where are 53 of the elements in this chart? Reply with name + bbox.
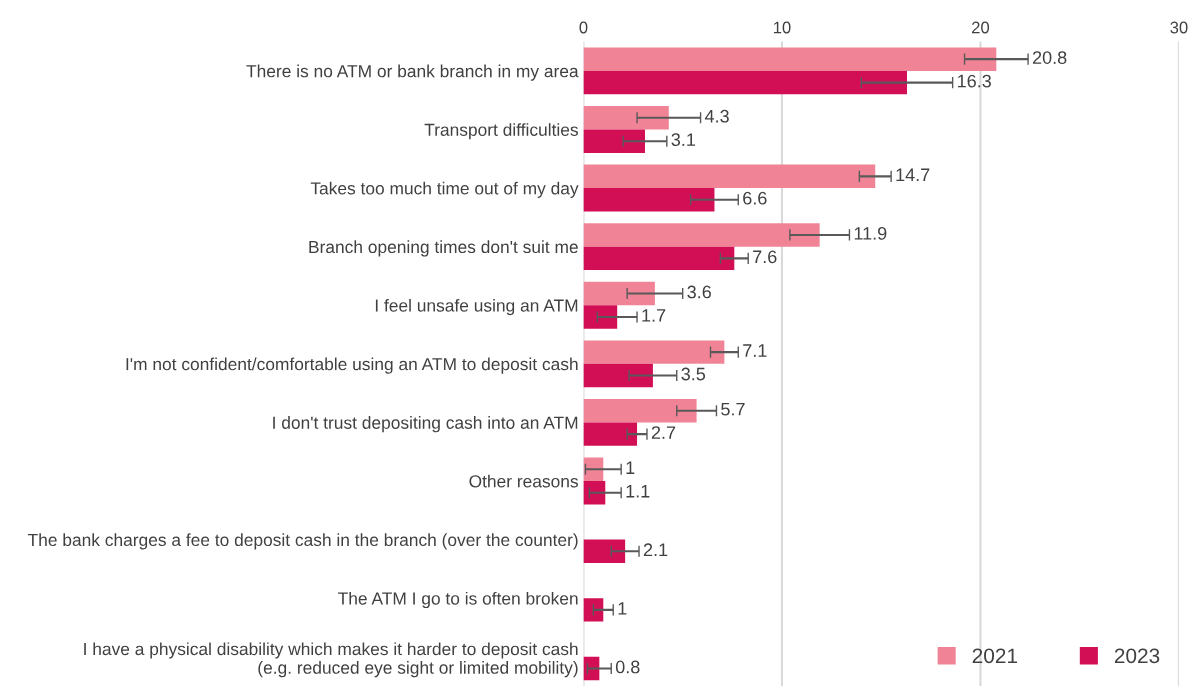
bar	[583, 246, 735, 271]
data-label: 7.6	[753, 250, 777, 264]
data-label: 7.1	[743, 344, 767, 357]
x-tick-label: 20	[972, 21, 990, 34]
bar	[583, 129, 645, 153]
bar	[583, 164, 876, 189]
bar	[583, 598, 604, 622]
legend-label: 2021	[972, 648, 1017, 664]
data-label: 20.8	[1032, 51, 1067, 64]
x-tick-label: 0	[579, 21, 588, 34]
data-label: 4.3	[704, 109, 729, 123]
y-tick-label: Transport difficulties	[424, 123, 578, 140]
y-tick-label: I don't trust depositing cash into an ATM	[273, 416, 578, 433]
data-label: 1	[626, 461, 635, 474]
y-tick-label: Other reasons	[469, 474, 578, 488]
y-tick-label: Branch opening times don't suit me	[309, 240, 578, 257]
data-label: 5.7	[721, 402, 745, 416]
data-label: 16.3	[958, 74, 991, 88]
y-tick-label: Takes too much time out of my day	[310, 181, 579, 198]
data-label: 0.8	[615, 660, 640, 674]
data-label: 2.1	[643, 543, 668, 556]
y-tick-label: The ATM I go to is often broken	[338, 591, 578, 609]
bar	[583, 70, 907, 95]
bar	[583, 363, 653, 388]
data-label: 1.1	[626, 484, 650, 498]
data-label: 1.7	[642, 309, 666, 322]
bar	[583, 223, 820, 247]
x-tick-label: 30	[1170, 21, 1188, 34]
bar	[583, 188, 715, 212]
x-tick-label: 10	[773, 21, 791, 34]
legend-label: 2023	[1114, 648, 1160, 664]
bar	[583, 305, 618, 329]
y-tick-label: I have a physical disability which makes it harder to deposit cash (e.g. reduced eye sight or limited mobility)	[84, 642, 578, 678]
bar	[583, 422, 638, 446]
data-label: 3.6	[687, 285, 711, 299]
data-label: 2.7	[651, 426, 676, 439]
bar	[583, 281, 655, 306]
bar	[583, 340, 725, 364]
data-label: 3.5	[681, 367, 706, 381]
bar	[583, 47, 997, 71]
bar	[583, 481, 606, 505]
bar	[583, 106, 669, 130]
data-label: 11.9	[854, 226, 887, 240]
data-label: 14.7	[896, 168, 930, 182]
y-tick-label: I feel unsafe using an ATM	[375, 298, 578, 316]
bar	[583, 398, 697, 423]
data-label: 3.1	[671, 133, 696, 147]
data-label: 6.6	[743, 191, 767, 205]
y-tick-label: The bank charges a fee to deposit cash in the branch (over the counter)	[27, 533, 578, 550]
y-tick-label: There is no ATM or bank branch in my area	[246, 64, 579, 81]
data-label: 1	[618, 602, 627, 615]
y-tick-label: I'm not confident/comfortable using an ATM to deposit cash	[126, 357, 578, 374]
bar	[583, 539, 626, 564]
